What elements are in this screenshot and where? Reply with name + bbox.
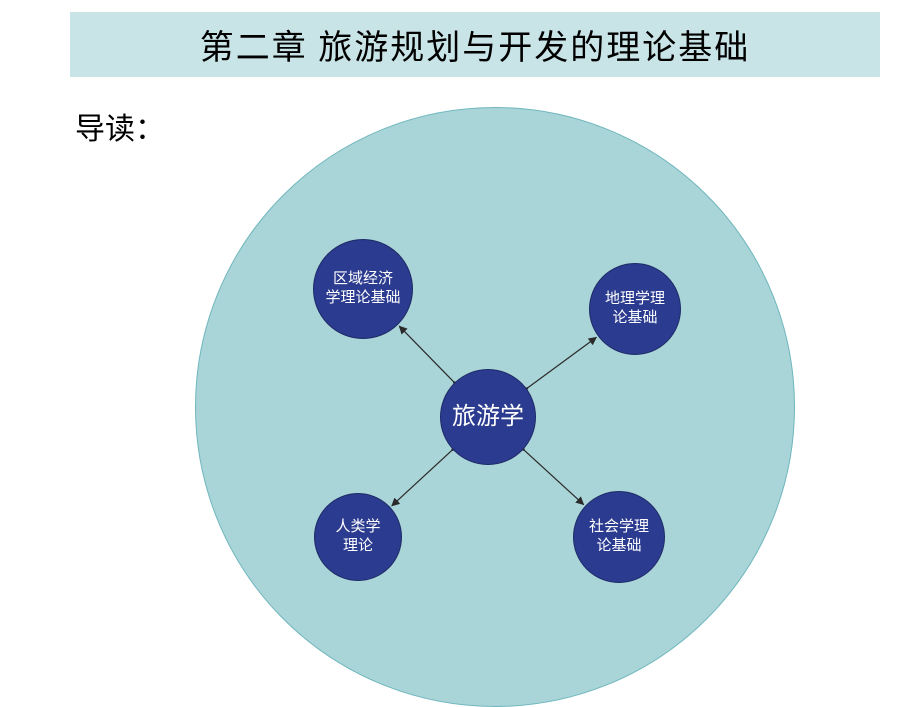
node-label-line: 论基础 xyxy=(596,537,641,556)
outer-node-geography: 地理学理论基础 xyxy=(589,263,681,355)
node-label-line: 旅游学 xyxy=(452,402,524,432)
node-label-line: 地理学理 xyxy=(605,290,665,309)
node-label-line: 理论 xyxy=(343,537,373,556)
node-label-line: 学理论基础 xyxy=(325,289,400,308)
outer-node-sociology: 社会学理论基础 xyxy=(573,491,665,583)
node-label-line: 区域经济 xyxy=(333,270,393,289)
outer-node-regional-econ: 区域经济学理论基础 xyxy=(313,239,413,339)
chapter-title: 第二章 旅游规划与开发的理论基础 xyxy=(70,12,880,77)
node-label-line: 社会学理 xyxy=(589,518,649,537)
subtitle-label: 导读： xyxy=(75,104,165,148)
node-label-line: 人类学 xyxy=(335,518,380,537)
outer-node-anthropology: 人类学理论 xyxy=(314,493,402,581)
center-node: 旅游学 xyxy=(440,369,536,465)
node-label-line: 论基础 xyxy=(612,309,657,328)
